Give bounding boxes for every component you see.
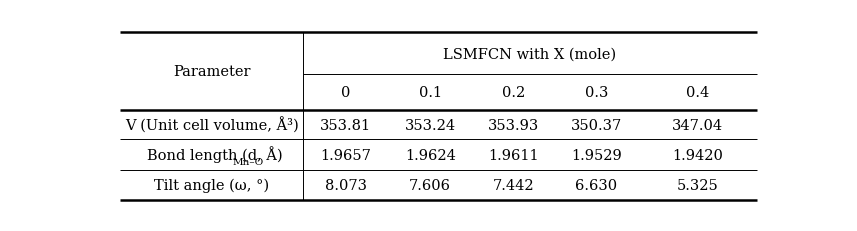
- Text: 5.325: 5.325: [676, 178, 718, 192]
- Text: 0: 0: [341, 86, 351, 100]
- Text: 8.073: 8.073: [325, 178, 367, 192]
- Text: 6.630: 6.630: [575, 178, 617, 192]
- Text: 1.9420: 1.9420: [672, 148, 722, 162]
- Text: Tilt angle (ω, °): Tilt angle (ω, °): [154, 178, 269, 192]
- Text: 7.606: 7.606: [410, 178, 452, 192]
- Text: Parameter: Parameter: [173, 65, 250, 79]
- Text: 1.9611: 1.9611: [488, 148, 538, 162]
- Text: V (Unit cell volume, Å³): V (Unit cell volume, Å³): [125, 117, 298, 133]
- Text: 350.37: 350.37: [571, 118, 622, 132]
- Text: LSMFCN with X (mole): LSMFCN with X (mole): [443, 47, 616, 61]
- Text: 1.9624: 1.9624: [405, 148, 456, 162]
- Text: 0.4: 0.4: [686, 86, 709, 100]
- Text: 353.81: 353.81: [321, 118, 371, 132]
- Text: 0.2: 0.2: [501, 86, 524, 100]
- Text: , Å): , Å): [256, 147, 282, 163]
- Text: 353.24: 353.24: [405, 118, 456, 132]
- Text: 1.9529: 1.9529: [571, 148, 621, 162]
- Text: 353.93: 353.93: [488, 118, 539, 132]
- Text: Bond length (d: Bond length (d: [147, 148, 257, 162]
- Text: 347.04: 347.04: [672, 118, 722, 132]
- Text: 0.1: 0.1: [419, 86, 442, 100]
- Text: Mn–O: Mn–O: [232, 157, 264, 166]
- Text: 7.442: 7.442: [493, 178, 534, 192]
- Text: 0.3: 0.3: [584, 86, 608, 100]
- Text: 1.9657: 1.9657: [321, 148, 371, 162]
